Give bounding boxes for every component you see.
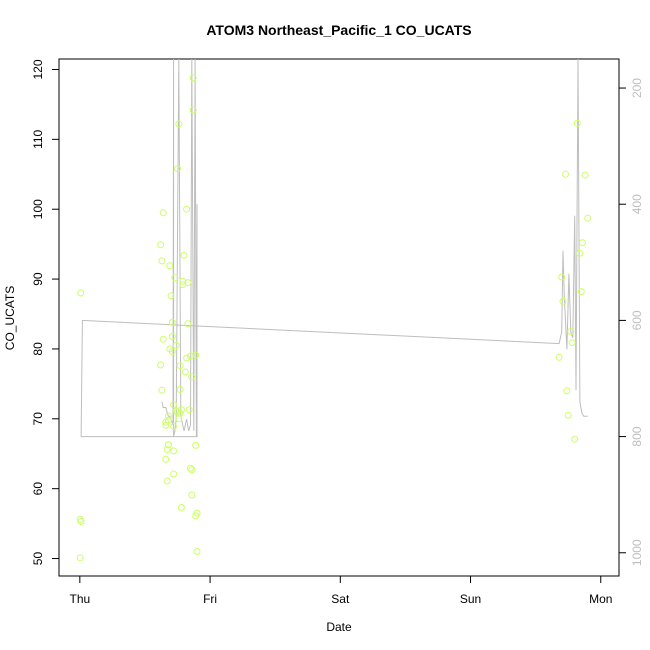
data-point — [158, 386, 166, 394]
data-point — [159, 335, 167, 343]
y2-tick-label: 600 — [630, 310, 644, 330]
data-point — [581, 171, 589, 179]
series-line-2 — [81, 58, 198, 438]
data-point — [185, 406, 193, 414]
x-tick-label: Sun — [460, 592, 481, 606]
data-point — [170, 401, 178, 409]
y-axis-right: 200 400 600 800 1000 — [618, 78, 644, 566]
data-point — [163, 477, 171, 485]
data-point — [192, 441, 200, 449]
data-point — [168, 332, 176, 340]
y-tick-label: 60 — [31, 482, 45, 496]
data-point — [184, 279, 192, 287]
data-point — [164, 416, 172, 424]
data-point — [184, 320, 192, 328]
data-point — [555, 353, 563, 361]
data-point — [571, 435, 579, 443]
data-point — [176, 409, 184, 417]
data-point — [174, 165, 181, 173]
data-point — [177, 504, 185, 511]
data-point — [577, 288, 585, 296]
data-point — [171, 274, 179, 282]
y2-tick-label: 800 — [630, 426, 644, 446]
x-tick-label: Fri — [203, 592, 217, 606]
y-tick-label: 50 — [31, 552, 45, 566]
data-point — [567, 328, 575, 335]
data-point — [170, 447, 178, 455]
plot-frame — [58, 58, 620, 577]
y-axis-label: CO_UCATS — [3, 286, 17, 350]
data-point — [175, 120, 183, 128]
x-tick-label: Sat — [331, 592, 350, 606]
data-point — [167, 292, 175, 300]
y2-tick-label: 200 — [630, 78, 644, 98]
data-point — [164, 412, 172, 420]
data-point — [168, 348, 176, 356]
y-tick-label: 120 — [31, 59, 45, 79]
y-tick-label: 80 — [31, 342, 45, 356]
data-point — [187, 464, 194, 472]
data-point — [166, 262, 174, 270]
y2-tick-label: 1000 — [630, 539, 644, 566]
x-tick-label: Mon — [589, 592, 612, 606]
chart-title: ATOM3 Northeast_Pacific_1 CO_UCATS — [206, 22, 471, 38]
data-point — [192, 351, 200, 359]
y2-tick-label: 400 — [630, 194, 644, 214]
x-axis-label: Date — [326, 620, 352, 634]
data-point — [172, 341, 180, 349]
y-tick-label: 90 — [31, 272, 45, 286]
data-point — [559, 297, 567, 305]
data-point — [76, 554, 84, 562]
data-point — [558, 273, 566, 281]
data-point — [188, 466, 196, 474]
data-point — [193, 509, 201, 517]
data-point — [176, 362, 184, 370]
data-point — [158, 257, 166, 265]
y-tick-label: 100 — [31, 199, 45, 219]
data-point — [573, 119, 581, 127]
data-point — [579, 239, 586, 247]
line-series-group — [80, 58, 588, 438]
data-point — [179, 277, 187, 285]
data-point — [157, 241, 165, 249]
data-point — [177, 406, 185, 414]
data-point — [77, 289, 85, 297]
data-point — [163, 446, 171, 453]
data-point — [164, 441, 172, 449]
data-point — [176, 386, 184, 393]
data-point — [563, 387, 571, 395]
data-point — [180, 251, 188, 259]
data-point — [170, 423, 178, 430]
data-point — [183, 354, 191, 362]
data-point — [584, 214, 592, 222]
x-tick-label: Thu — [69, 592, 90, 606]
data-point — [193, 548, 201, 555]
series-line-1 — [80, 58, 588, 437]
point-series-group — [76, 74, 592, 562]
data-point — [187, 352, 194, 360]
data-point — [562, 170, 570, 178]
data-point — [170, 470, 178, 478]
data-point — [168, 318, 176, 326]
data-point — [162, 455, 170, 463]
data-point — [77, 518, 85, 525]
data-point — [159, 209, 167, 217]
y-axis-left: 50 60 70 80 90 100 110 120 — [31, 59, 60, 566]
data-point — [188, 373, 196, 381]
data-point — [568, 339, 576, 347]
data-point — [189, 74, 197, 82]
data-point — [564, 411, 572, 419]
data-point — [576, 249, 584, 257]
data-point — [181, 368, 189, 376]
y-tick-label: 110 — [31, 129, 45, 148]
data-point — [183, 205, 191, 213]
data-point — [189, 106, 197, 114]
x-axis: Thu Fri Sat Sun Mon — [69, 575, 612, 606]
data-point — [188, 491, 196, 499]
y-tick-label: 70 — [31, 412, 45, 426]
data-point — [157, 361, 165, 369]
